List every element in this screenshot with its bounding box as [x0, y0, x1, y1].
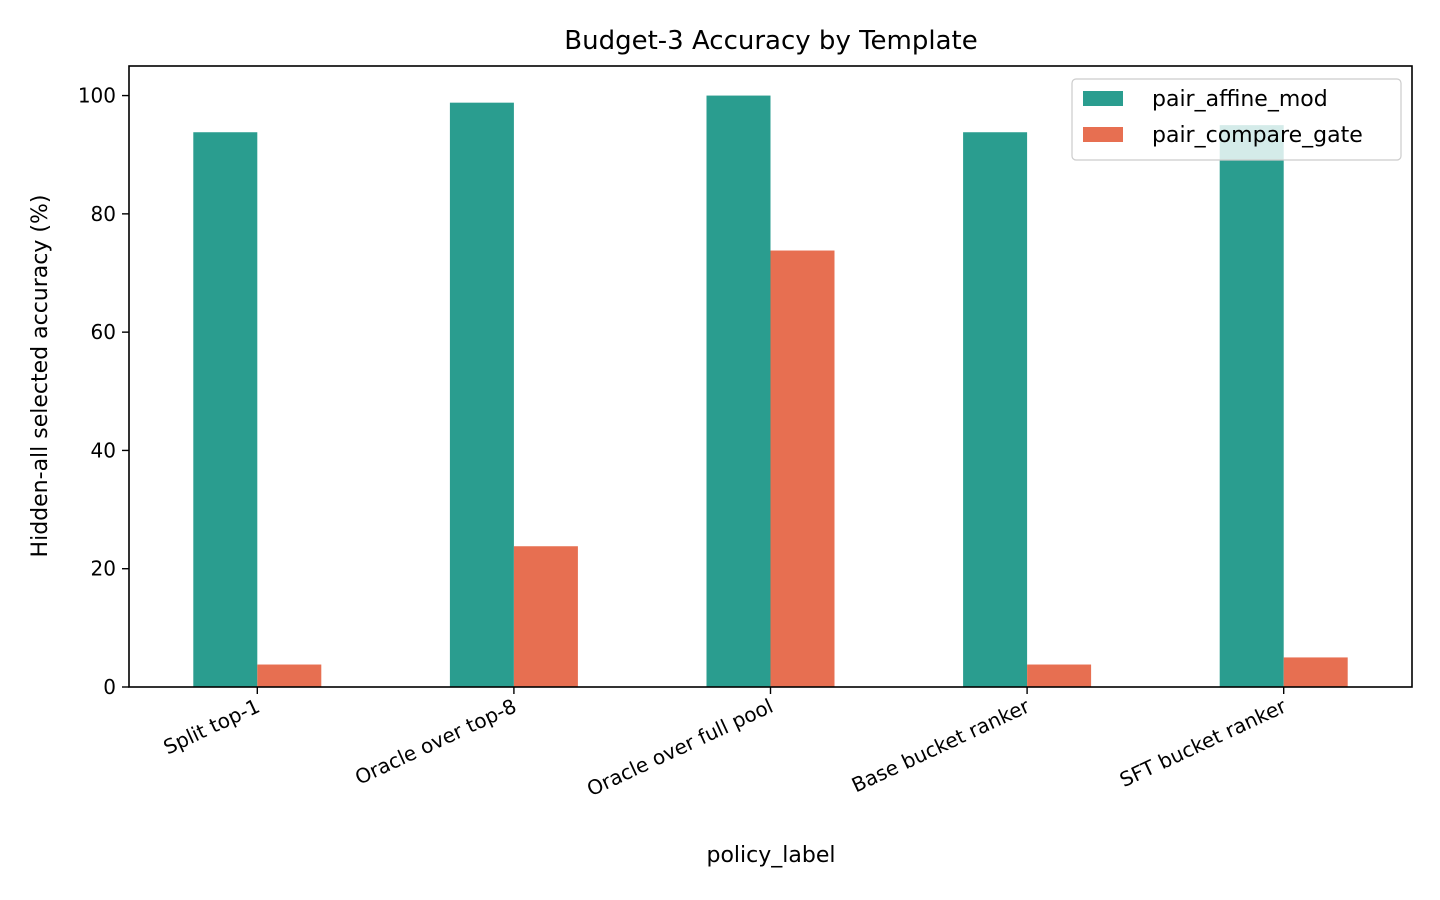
- y-tick-label: 0: [103, 675, 116, 699]
- y-tick-label: 40: [91, 438, 116, 462]
- plot-frame: [128, 65, 1413, 688]
- legend-label: pair_compare_gate: [1152, 123, 1363, 148]
- bar-pair_compare_gate-4: [1283, 657, 1348, 687]
- legend: pair_affine_mod pair_compare_gate: [1071, 78, 1402, 161]
- y-tick-label: 80: [91, 202, 116, 226]
- legend-label: pair_affine_mod: [1152, 87, 1328, 112]
- x-tick-label: Oracle over top-8: [351, 694, 520, 790]
- bar-pair_compare_gate-3: [1027, 664, 1092, 687]
- bar-pair_compare_gate-0: [257, 664, 322, 687]
- legend-swatch-pair_affine_mod: [1083, 91, 1123, 106]
- legend-swatch-pair_compare_gate: [1083, 127, 1123, 142]
- bar-pair_affine_mod-1: [449, 102, 514, 687]
- bar-pair_compare_gate-1: [513, 546, 578, 687]
- x-tick-label: SFT bucket ranker: [1116, 693, 1291, 791]
- bar-pair_compare_gate-2: [770, 250, 835, 688]
- legend-box: [1071, 78, 1402, 161]
- y-tick-label: 100: [78, 84, 116, 108]
- y-axis-label: Hidden-all selected accuracy (%): [28, 195, 53, 558]
- chart-title: Budget-3 Accuracy by Template: [564, 26, 977, 56]
- bars: [193, 95, 1348, 688]
- x-axis-ticks: Split top-1 Oracle over top-8 Oracle over …: [160, 687, 1291, 801]
- bar-pair_affine_mod-4: [1219, 125, 1284, 687]
- x-axis-label: policy_label: [707, 843, 836, 868]
- bar-pair_affine_mod-0: [193, 132, 258, 688]
- x-tick-label: Split top-1: [160, 694, 264, 759]
- y-tick-label: 60: [91, 320, 116, 344]
- y-tick-label: 20: [91, 557, 116, 581]
- bar-pair_affine_mod-3: [963, 132, 1028, 688]
- x-tick-label: Oracle over full pool: [583, 694, 777, 801]
- x-tick-label: Base bucket ranker: [848, 693, 1034, 797]
- bar-pair_affine_mod-2: [706, 95, 771, 688]
- y-axis-ticks: 0 20 40 60 80 100: [78, 84, 129, 699]
